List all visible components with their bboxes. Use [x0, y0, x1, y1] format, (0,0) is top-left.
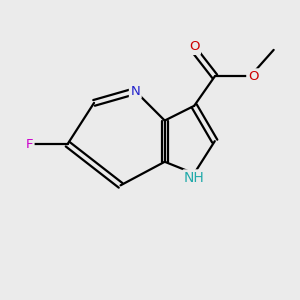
- Text: O: O: [189, 40, 200, 53]
- Text: O: O: [248, 70, 258, 83]
- Text: N: N: [130, 85, 140, 98]
- Text: F: F: [26, 138, 33, 151]
- Text: NH: NH: [184, 171, 205, 185]
